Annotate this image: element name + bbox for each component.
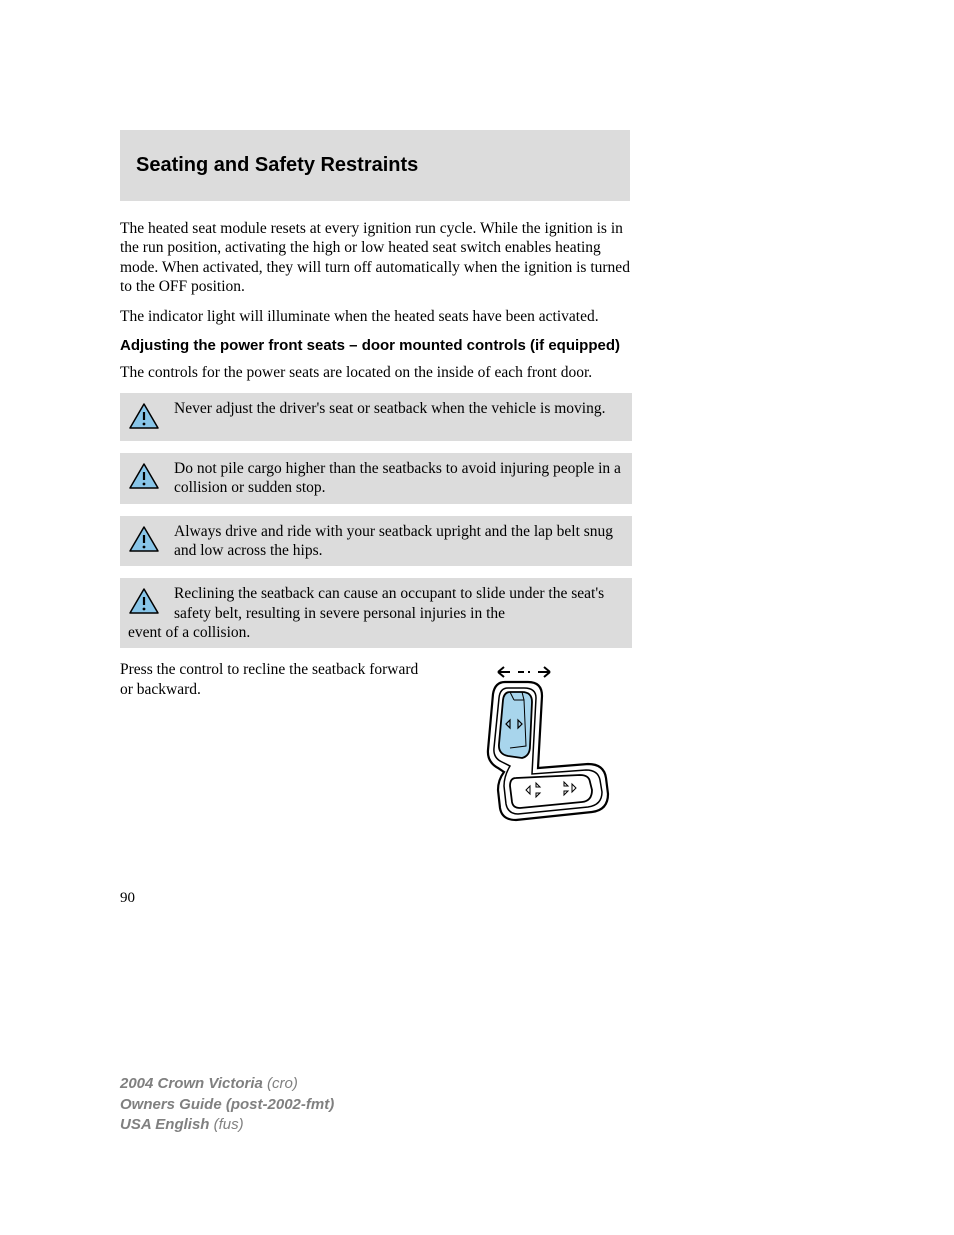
warning-text: Do not pile cargo higher than the seatba…	[174, 459, 622, 498]
warning-box: Always drive and ride with your seatback…	[120, 516, 632, 567]
footer-line: Owners Guide (post-2002-fmt)	[120, 1095, 334, 1115]
recline-section: Press the control to recline the seatbac…	[120, 660, 630, 830]
warning-text: Reclining the seatback can cause an occu…	[128, 584, 622, 642]
warning-box: Reclining the seatback can cause an occu…	[120, 578, 632, 648]
warning-triangle-icon	[128, 524, 160, 554]
footer-line: 2004 Crown Victoria (cro)	[120, 1074, 334, 1094]
body-paragraph: The controls for the power seats are loc…	[120, 363, 630, 382]
section-title: Seating and Safety Restraints	[136, 154, 614, 177]
seat-control-diagram	[460, 660, 630, 830]
warning-text: Always drive and ride with your seatback…	[174, 522, 622, 561]
sub-heading: Adjusting the power front seats – door m…	[120, 336, 630, 356]
footer-line: USA English (fus)	[120, 1115, 334, 1135]
footer: 2004 Crown Victoria (cro) Owners Guide (…	[120, 1074, 334, 1135]
warning-box: Do not pile cargo higher than the seatba…	[120, 453, 632, 504]
warning-text: Never adjust the driver's seat or seatba…	[174, 399, 622, 418]
warning-triangle-icon	[128, 461, 160, 491]
warning-box: Never adjust the driver's seat or seatba…	[120, 393, 632, 441]
body-paragraph: The heated seat module resets at every i…	[120, 219, 630, 297]
page-number: 90	[120, 890, 834, 907]
recline-text: Press the control to recline the seatbac…	[120, 660, 430, 699]
body-paragraph: The indicator light will illuminate when…	[120, 307, 630, 326]
warning-triangle-icon	[128, 401, 160, 431]
section-header: Seating and Safety Restraints	[120, 130, 630, 201]
warning-triangle-icon	[128, 586, 160, 616]
document-page: Seating and Safety Restraints The heated…	[0, 0, 954, 1235]
